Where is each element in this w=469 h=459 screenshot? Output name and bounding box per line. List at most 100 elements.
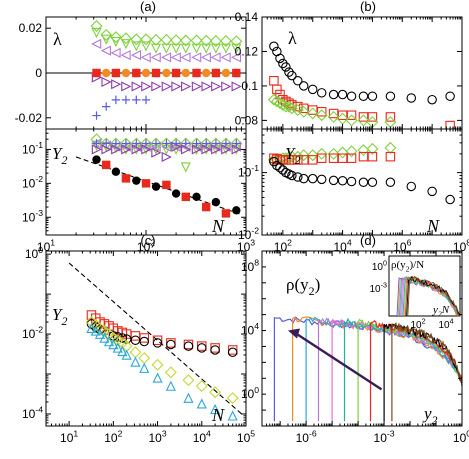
inset-ytick-label-exp: 0 bbox=[383, 259, 387, 268]
panel-a-top-ytick-label: 0.02 bbox=[19, 21, 43, 35]
panel-c-xtick-label: 104 bbox=[193, 429, 211, 445]
panel-c-frame bbox=[45, 250, 247, 427]
panel-b-bottom-xtick-label-exp: 4 bbox=[347, 238, 352, 248]
panel-a-bottom-s3-point bbox=[161, 151, 172, 163]
panel-a-top-marks bbox=[46, 19, 246, 120]
panel-b-top-s0-point bbox=[367, 91, 378, 102]
panel-a-top-s3-point bbox=[171, 81, 182, 92]
panel-c-s1-point bbox=[139, 336, 149, 347]
panel-c-xtick-label: 105 bbox=[237, 429, 255, 445]
panel-b-top: 0.14 0.12 0.1 0.08 λ bbox=[235, 10, 463, 130]
panel-a-bottom-s4-point bbox=[162, 139, 171, 148]
shift-arrow-line bbox=[295, 332, 383, 391]
panel-c-xtick-label: 102 bbox=[104, 429, 122, 445]
panel-b-top-s0-point bbox=[337, 89, 348, 100]
panel-b-top-s1-point bbox=[337, 110, 348, 120]
panel-d-ytick-label-text: 104 bbox=[241, 321, 259, 337]
inset-xtick-label-base: 10 bbox=[410, 320, 422, 331]
panel-c-s3-point bbox=[227, 410, 238, 421]
panel-a-top-s2-point bbox=[210, 52, 221, 63]
panel-c-xtick-label-base: 10 bbox=[60, 431, 74, 445]
panel-b-bottom-s1-point bbox=[346, 153, 357, 163]
panel-c-xtick-label-exp: 5 bbox=[250, 429, 255, 439]
panel-a-bottom-s4-point bbox=[111, 139, 121, 148]
panel-a-bottom-ylabel-main: Y bbox=[52, 144, 63, 163]
panel-a-bottom-s4-point bbox=[151, 139, 161, 148]
inset-xlabel-main: y bbox=[432, 304, 438, 316]
inset-curve-brown bbox=[407, 275, 460, 317]
panel-a-top-s6-point bbox=[151, 68, 161, 78]
panel-c-s3-point bbox=[152, 372, 163, 383]
panel-a-bottom-s5-point bbox=[151, 182, 161, 191]
panel-a-top-s7-point bbox=[121, 68, 131, 78]
panel-d-xtick-label-text: 10-6 bbox=[296, 429, 317, 445]
panel-b-top-s0-point bbox=[281, 62, 291, 72]
panel-b-bottom-s2-point bbox=[358, 177, 369, 188]
panel-a-top-s1-point bbox=[91, 27, 102, 39]
panel-d-ytick-label-text: 100 bbox=[241, 385, 259, 401]
panel-label-c: (c) bbox=[140, 233, 155, 248]
panel-b-bottom-s1-point bbox=[272, 154, 282, 164]
panel-a-bottom-xtick-label-exp: 2 bbox=[150, 238, 155, 248]
panel-a-top-s0-point bbox=[170, 34, 183, 47]
panel-b-bottom-s0-point bbox=[357, 144, 370, 157]
panel-b-top-marks bbox=[267, 41, 455, 129]
panel-c-s3-point bbox=[165, 380, 176, 391]
panel-a-bottom-s5-point bbox=[211, 197, 221, 207]
panel-b-bottom-s1-point bbox=[328, 153, 339, 163]
inset-ylabel-sub: 2 bbox=[406, 264, 410, 273]
panel-d-xtick-label-text: 10-3 bbox=[374, 429, 395, 445]
panel-c-s2-point bbox=[164, 366, 177, 379]
panel-a-bottom-xtick-label-exp: 3 bbox=[250, 238, 255, 248]
panel-c-s3-point bbox=[108, 339, 119, 350]
inset-xtick-label-exp: 2 bbox=[422, 317, 426, 326]
panel-d-xtick-label-base: 10 bbox=[296, 431, 310, 445]
panel-a-top-s0-point bbox=[100, 28, 113, 41]
panel-a-bottom-ytick-label-base: 10 bbox=[22, 142, 36, 156]
panel-d-xtick-label-exp: -6 bbox=[309, 429, 317, 439]
panel-a-top-s0-point bbox=[219, 34, 232, 47]
panel-a-bottom-s6-point bbox=[102, 160, 111, 170]
panel-a-bottom-s6-point bbox=[162, 180, 171, 190]
panel-d-ytick-label-exp: 8 bbox=[254, 258, 259, 268]
panel-a-top-s0-point bbox=[119, 32, 132, 45]
panel-c-s1-point bbox=[113, 332, 123, 342]
panel-d-xtick-label-base: 10 bbox=[453, 431, 467, 445]
inset-xlabel: y2N bbox=[432, 304, 450, 318]
panel-a-top-s0-point bbox=[160, 33, 173, 46]
panel-d-ytick-label: 100 bbox=[241, 385, 259, 401]
panel-b-top-s1-point bbox=[298, 103, 309, 114]
panel-b-top-ytick-label: 0.1 bbox=[241, 79, 258, 93]
panel-b-top-s0-point bbox=[284, 67, 294, 77]
panel-b-bottom-ytick-label: 10-1 bbox=[238, 163, 259, 179]
inset-xtick-label-text: 102 bbox=[410, 317, 425, 332]
panel-b-top-s0-point bbox=[445, 91, 455, 102]
panel-a-bottom-s6-point bbox=[181, 192, 190, 202]
panel-a-bottom-s4-point bbox=[92, 139, 101, 148]
panel-a-bottom-ytick-label: 10-2 bbox=[22, 174, 43, 190]
panel-b-bottom-ylabel-main: Y bbox=[285, 144, 296, 163]
panel-a-top-s2-point bbox=[110, 47, 121, 58]
panel-b-top-s0-point bbox=[385, 91, 396, 102]
panel-c-xtick-label-exp: 1 bbox=[73, 429, 78, 439]
panel-c-ytick-label-base: 10 bbox=[25, 247, 39, 261]
panel-a-top-s0-point bbox=[90, 19, 103, 32]
panel-a-top-s4-point bbox=[121, 95, 131, 105]
panel-b-bottom-s1-point bbox=[358, 151, 369, 162]
panel-b-top-s2-point bbox=[336, 112, 349, 125]
panel-c-xtick-label-exp: 2 bbox=[118, 429, 123, 439]
panel-a-top-s1-point bbox=[231, 43, 242, 54]
panel-a-bottom-s5-point bbox=[132, 176, 141, 185]
panel-d-ytick-label-base: 10 bbox=[241, 260, 255, 274]
panel-b-bottom-s2-point bbox=[346, 176, 357, 187]
panel-c-xtick-label-base: 10 bbox=[193, 431, 207, 445]
panel-a-bottom-s5-point bbox=[232, 206, 241, 215]
panel-a-top-s6-point bbox=[211, 68, 221, 78]
panel-c-ytick-label-text: 100 bbox=[25, 245, 43, 261]
panel-a-bottom-xtick-label-exp: 1 bbox=[50, 238, 55, 248]
panel-c-s3-point bbox=[130, 356, 141, 367]
panel-c-s2-point bbox=[226, 392, 239, 405]
panel-a-top-s1-point bbox=[161, 43, 172, 54]
panel-a-top-s1-point bbox=[110, 36, 121, 48]
